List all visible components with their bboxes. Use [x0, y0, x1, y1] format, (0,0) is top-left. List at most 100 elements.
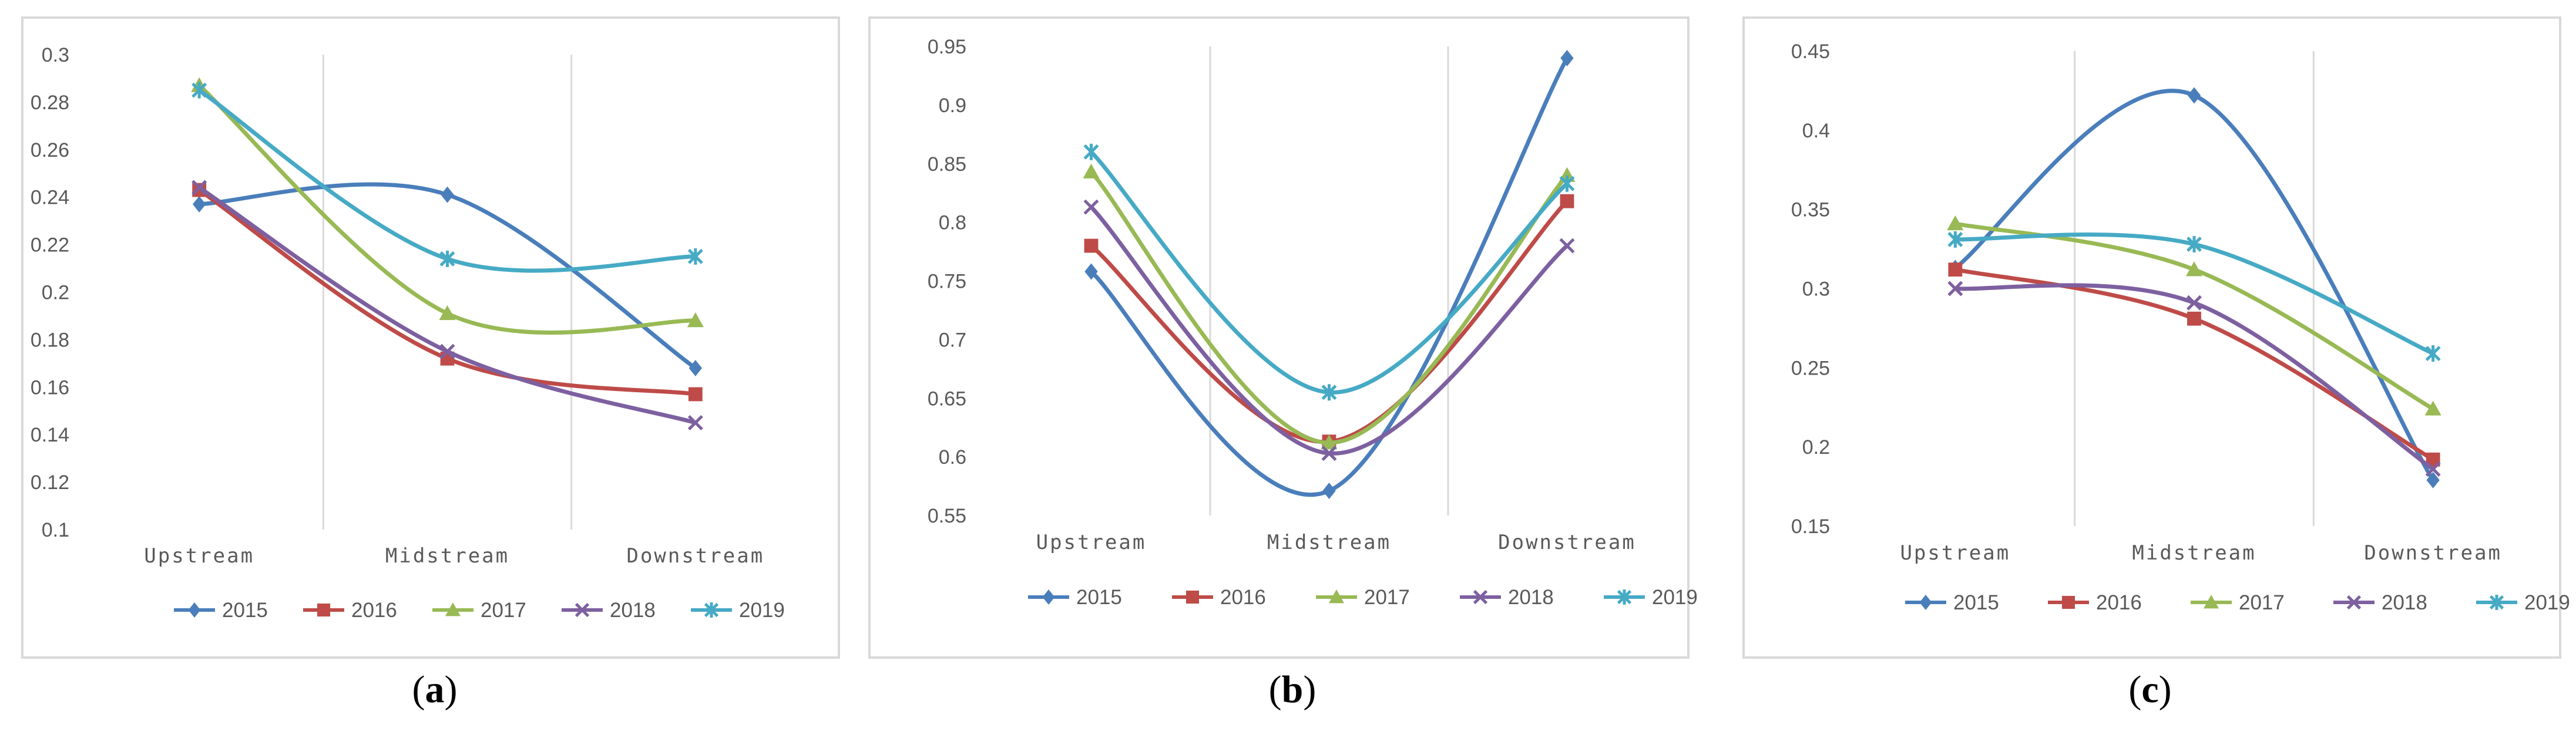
data-point-2017 [1321, 434, 1338, 450]
y-tick-label: 0.18 [31, 329, 69, 351]
legend-marker-2018-stroke-b [2346, 595, 2362, 610]
legend-entry-2015: 2015 [174, 599, 268, 622]
y-tick-label: 0.28 [31, 92, 69, 114]
legend-label-2016: 2016 [2096, 591, 2142, 614]
legend-marker-2019 [1617, 589, 1632, 605]
caption-paren-open: ( [1269, 668, 1282, 711]
data-point-2018-stroke-b [1321, 446, 1337, 461]
legend-label-2015: 2015 [222, 599, 268, 622]
y-tick-label: 0.6 [939, 446, 966, 469]
legend-marker-2015 [1919, 595, 1932, 610]
data-point-2017 [2424, 400, 2441, 416]
y-tick-label: 0.95 [928, 36, 966, 58]
data-point-2015 [2426, 471, 2440, 488]
data-point-2018 [2187, 295, 2202, 311]
panel-caption: (a) [412, 668, 458, 711]
y-tick-label: 0.8 [939, 212, 966, 234]
data-point-2015 [2187, 87, 2201, 104]
y-tick-label: 0.24 [31, 187, 69, 209]
y-tick-label: 0.2 [1802, 436, 1830, 459]
series-line-2017 [197, 83, 698, 335]
legend-marker-2019 [2489, 595, 2504, 610]
data-point-2019 [1559, 175, 1575, 192]
legend-marker-2017 [1329, 589, 1344, 604]
data-point-2018 [1083, 199, 1099, 215]
y-tick-label: 0.14 [31, 424, 69, 446]
legend-marker-2018 [1473, 589, 1488, 605]
caption-paren-close: ) [2159, 668, 2172, 711]
legend-label-2015: 2015 [1076, 586, 1122, 609]
x-category-label: Midstream [2132, 541, 2256, 565]
legend-entry-2017: 2017 [1316, 586, 1410, 609]
legend-label-2019: 2019 [739, 599, 785, 622]
legend-marker-2016 [1185, 590, 1200, 604]
legend-label-2016: 2016 [1220, 586, 1266, 609]
y-tick-label: 0.7 [939, 329, 966, 351]
legend-entry-2018: 2018 [1460, 586, 1554, 609]
legend-entry-2019: 2019 [691, 599, 785, 622]
data-point-2018 [439, 343, 455, 359]
legend-entry-2016: 2016 [2048, 591, 2142, 614]
y-tick-label: 0.85 [928, 153, 966, 176]
y-tick-label: 0.65 [928, 387, 966, 410]
data-point-2015 [192, 196, 206, 213]
panel-c: 0.15 0.2 0.25 0.3 0.35 0.4 0.45 Upstream Midstre… [1742, 16, 2570, 711]
data-point-2015 [688, 359, 703, 376]
y-tick-label: 0.22 [31, 234, 69, 257]
data-point-2016 [2426, 452, 2440, 467]
data-point-2018-stroke-b [1947, 281, 1963, 296]
data-point-2018-stroke-b [687, 415, 703, 430]
data-point-2018 [1947, 281, 1963, 296]
data-point-2019 [1321, 384, 1337, 401]
data-point-2017 [1947, 215, 1964, 231]
data-point-2017 [439, 305, 456, 321]
y-tick-label: 0.1 [42, 519, 69, 541]
legend-entry-2019: 2019 [2476, 591, 2570, 614]
data-point-2016 [2187, 311, 2201, 326]
data-point-2018 [192, 180, 207, 196]
legend-label-2019: 2019 [1652, 586, 1698, 609]
data-point-2017 [2186, 261, 2202, 277]
data-point-2018 [1559, 238, 1575, 254]
data-point-2018 [1321, 446, 1337, 461]
caption-paren-open: ( [412, 668, 425, 711]
y-tick-label: 0.75 [928, 271, 966, 293]
panel-a: 0.1 0.12 0.14 0.16 0.18 0.2 0.22 0.24 0.26 0.28 0.… [21, 16, 840, 711]
y-tick-label: 0.15 [1791, 515, 1830, 538]
y-tick-label: 0.9 [939, 95, 966, 117]
caption-paren-close: ) [1303, 668, 1316, 711]
data-point-2018 [687, 415, 703, 430]
legend-marker-2018-stroke-b [575, 602, 590, 618]
legend-label-2019: 2019 [2524, 591, 2570, 614]
y-tick-label: 0.35 [1791, 199, 1830, 221]
legend-marker-2017 [2204, 595, 2219, 609]
x-category-label: Upstream [1900, 541, 2010, 565]
y-tick-label: 0.2 [42, 282, 69, 304]
data-point-2016 [688, 387, 703, 402]
data-point-2016 [1084, 238, 1099, 253]
y-tick-label: 0.55 [928, 505, 966, 527]
caption-letter: c [2141, 668, 2158, 711]
legend-marker-2016 [2061, 595, 2075, 609]
data-point-2018-stroke-b [192, 180, 207, 196]
legend-marker-2016 [317, 603, 331, 617]
chart-frame [21, 16, 840, 659]
legend-entry-2015: 2015 [1028, 586, 1122, 609]
data-point-2018-stroke-b [2187, 295, 2202, 311]
legend-marker-2019 [704, 602, 719, 618]
legend-label-2017: 2017 [2239, 591, 2285, 614]
x-category-label: Upstream [144, 544, 254, 568]
legend-entry-2018: 2018 [562, 599, 656, 622]
data-point-2019 [2425, 345, 2441, 362]
panel-caption: (c) [2128, 668, 2171, 711]
caption-letter: a [425, 668, 445, 711]
data-point-2017 [1083, 163, 1100, 178]
legend-entry-2017: 2017 [2191, 591, 2285, 614]
legend-label-2018: 2018 [2382, 591, 2427, 614]
data-point-2016 [1948, 262, 1963, 277]
legend-entry-2019: 2019 [1604, 586, 1698, 609]
y-tick-label: 0.3 [1802, 278, 1830, 301]
caption-paren-open: ( [2128, 668, 2141, 711]
legend-entry-2016: 2016 [1172, 586, 1266, 609]
